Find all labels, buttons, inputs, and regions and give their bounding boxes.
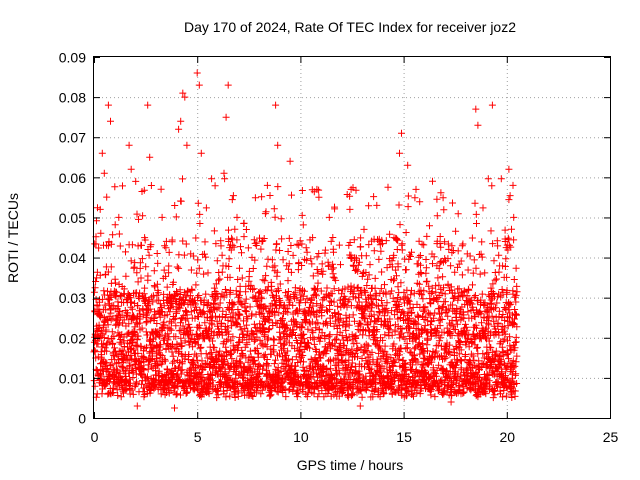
y-axis-title: ROTI / TECUs: [5, 193, 21, 283]
y-tick-label: 0.05: [59, 210, 86, 226]
x-tick-label: 10: [293, 429, 309, 445]
y-tick-label: 0.07: [59, 130, 86, 146]
y-tick-label: 0.04: [59, 250, 86, 266]
data-points: [90, 69, 521, 412]
y-tick-label: 0.09: [59, 50, 86, 66]
y-tick-label: 0: [78, 411, 86, 427]
y-tick-label: 0.06: [59, 170, 86, 186]
x-tick-labels: 0 5 10 15 20 25: [91, 429, 619, 445]
x-tick-label: 20: [500, 429, 516, 445]
x-tick-label: 15: [396, 429, 412, 445]
y-tick-label: 0.08: [59, 90, 86, 106]
x-tick-label: 0: [91, 429, 99, 445]
x-axis-title: GPS time / hours: [297, 457, 404, 473]
y-tick-label: 0.01: [59, 370, 86, 386]
x-tick-label: 25: [603, 429, 619, 445]
y-tick-label: 0.02: [59, 330, 86, 346]
x-tick-label: 5: [194, 429, 202, 445]
plot-frame: [93, 56, 611, 419]
series-roti-markers: [90, 69, 521, 412]
y-tick-labels: 0 0.01 0.02 0.03 0.04 0.05 0.06 0.07 0.08 0.09: [59, 50, 86, 427]
chart-title: Day 170 of 2024, Rate Of TEC Index for r…: [184, 19, 516, 35]
y-tick-label: 0.03: [59, 290, 86, 306]
